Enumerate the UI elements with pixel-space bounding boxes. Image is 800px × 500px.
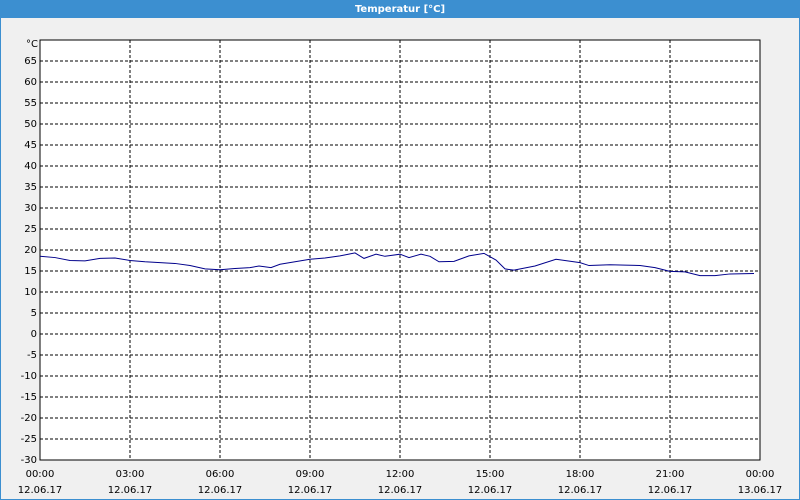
x-tick-label: 18:00 xyxy=(566,469,595,480)
x-tick-date: 12.06.17 xyxy=(468,485,513,496)
y-tick-label: -20 xyxy=(21,413,37,424)
x-tick-label: 15:00 xyxy=(476,469,505,480)
y-tick-label: -30 xyxy=(21,455,37,466)
x-tick-label: 00:00 xyxy=(26,469,55,480)
y-tick-label: 40 xyxy=(24,161,37,172)
x-tick-date: 12.06.17 xyxy=(198,485,243,496)
x-tick-date: 12.06.17 xyxy=(18,485,63,496)
x-tick-label: 21:00 xyxy=(656,469,685,480)
y-tick-label: -25 xyxy=(21,434,37,445)
y-tick-label: -15 xyxy=(21,392,37,403)
series-line xyxy=(39,252,755,277)
y-tick-label: -10 xyxy=(21,371,37,382)
x-tick-label: 09:00 xyxy=(296,469,325,480)
y-tick-label: 30 xyxy=(24,203,37,214)
title-bar xyxy=(0,0,800,18)
y-tick-label: 0 xyxy=(31,329,37,340)
x-tick-label: 12:00 xyxy=(386,469,415,480)
x-tick-date: 12.06.17 xyxy=(288,485,333,496)
y-tick-label: 45 xyxy=(24,140,37,151)
x-tick-date: 12.06.17 xyxy=(108,485,153,496)
chart-title: Temperatur [°C] xyxy=(355,4,445,15)
y-tick-label: 15 xyxy=(24,266,37,277)
plot-border xyxy=(39,39,761,461)
y-tick-label: 5 xyxy=(31,308,37,319)
y-tick-label: 20 xyxy=(24,245,37,256)
x-tick-date: 12.06.17 xyxy=(378,485,423,496)
x-tick-label: 06:00 xyxy=(206,469,235,480)
y-tick-label: 50 xyxy=(24,119,37,130)
x-tick-date: 13.06.17 xyxy=(738,485,783,496)
y-tick-label: 55 xyxy=(24,98,37,109)
y-tick-label: 60 xyxy=(24,77,37,88)
y-tick-label: 10 xyxy=(24,287,37,298)
y-tick-label: 25 xyxy=(24,224,37,235)
x-tick-date: 12.06.17 xyxy=(558,485,603,496)
x-tick-label: 00:00 xyxy=(746,469,775,480)
y-tick-label: 65 xyxy=(24,56,37,67)
y-tick-label: 35 xyxy=(24,182,37,193)
y-tick-label: -5 xyxy=(27,350,37,361)
y-axis-label: °C xyxy=(26,39,38,50)
x-tick-date: 12.06.17 xyxy=(648,485,693,496)
x-tick-label: 03:00 xyxy=(116,469,145,480)
